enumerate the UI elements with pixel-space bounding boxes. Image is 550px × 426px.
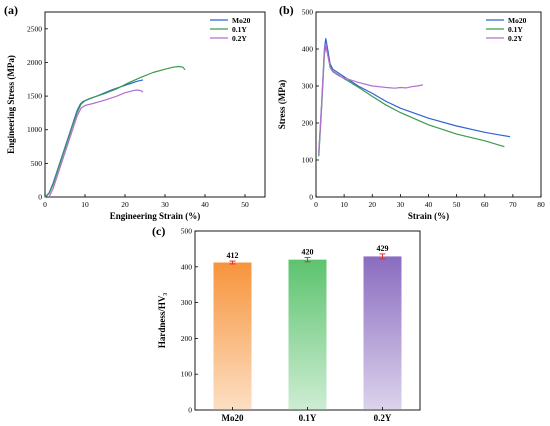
chart-a-x-tick-label: 50 [241,200,249,209]
chart-b-x-axis-title: Strain (%) [408,211,449,221]
chart-a-legend-label: 0.1Y [232,25,247,34]
chart-a-x-tick-label: 0 [43,200,47,209]
chart-c-y-tick-label: 100 [181,370,193,379]
chart-b-x-tick-label: 0 [314,200,318,209]
chart-b-x-tick-label: 60 [481,200,489,209]
chart-a-series-02y-line [48,89,144,198]
chart-a-x-tick-label: 40 [201,200,209,209]
chart-b-legend-label: Mo20 [508,16,527,25]
panel-a-tensile-engineering: (a) 0 10 20 30 40 50 0 500 1000 1500 2000 2500 Engin… [0,0,275,221]
chart-a-x-axis-title: Engineering Strain (%) [110,211,201,221]
chart-c-y-tick-label: 500 [181,227,193,236]
chart-b-y-tick-label: 200 [302,119,314,128]
chart-b-x-tick-label: 20 [369,200,377,209]
chart-a-x-tick-label: 20 [121,200,129,209]
chart-c-bar-02y [363,256,402,410]
chart-b-series-mo20-line [318,37,511,153]
chart-a-y-tick-label: 1000 [27,125,42,134]
panel-label-c: (c) [152,224,166,238]
chart-a-x-tick-label: 10 [81,200,89,209]
chart-a-y-tick-label: 500 [31,159,43,168]
chart-c-svg: 0 100 200 300 400 500 Hardness/HV₃ 412 Mo20 420 0.… [157,227,421,423]
panel-c-hardness: (c) 0 100 200 300 400 500 Hardness/HV₃ 412 Mo20 4… [130,220,430,426]
chart-b-svg: 0 10 20 30 40 50 60 70 80 0 100 200 300 400 500 Strain … [277,8,545,222]
chart-c-x-tick-label: 0.2Y [374,413,392,423]
chart-b-x-tick-label: 40 [425,200,433,209]
chart-b-y-tick-label: 400 [302,45,314,54]
chart-a-y-tick-label: 1500 [27,92,42,101]
chart-a-legend-label: Mo20 [232,16,251,25]
chart-a-series-01y-line [44,65,186,198]
chart-b-series-02y-line [318,42,424,153]
chart-c-y-tick-label: 300 [181,298,193,307]
chart-a-y-tick-label: 2000 [27,58,42,67]
panel-b-true-stress: (b) 0 10 20 30 40 50 60 70 80 0 100 200 300 400 500 Str… [275,0,550,222]
chart-b-x-tick-label: 70 [509,200,517,209]
chart-c-x-tick-label: 0.1Y [299,413,317,423]
chart-b-legend-label: 0.2Y [508,34,523,43]
chart-c-y-tick-label: 200 [181,334,193,343]
chart-b-x-tick-label: 80 [537,200,545,209]
chart-a-y-tick-label: 0 [38,193,42,202]
chart-c-y-tick-label: 0 [188,406,192,415]
chart-c-data-label: 420 [302,247,314,256]
panel-label-a: (a) [4,3,18,17]
chart-a-svg: 0 10 20 30 40 5005001000150020002500Engineeri… [6,11,266,221]
chart-b-series-01y-line [318,45,505,157]
chart-a-plot-frame [44,11,266,198]
chart-b-y-axis-title: Stress (MPa) [277,80,287,130]
chart-a-y-tick-label: 2500 [27,24,42,33]
chart-b-x-tick-label: 10 [340,200,348,209]
chart-b-y-tick-label: 100 [302,156,314,165]
chart-c-data-label: 429 [377,244,389,253]
chart-c-bar-01y [288,259,327,410]
panel-label-b: (b) [279,3,294,17]
chart-b-x-tick-label: 30 [397,200,405,209]
chart-b-y-tick-label: 0 [309,193,313,202]
chart-c-x-tick-label: Mo20 [222,413,244,423]
chart-b-legend-label: 0.1Y [508,25,523,34]
chart-c-data-label: 412 [227,251,239,260]
chart-a-legend-label: 0.2Y [232,34,247,43]
chart-c-y-axis-title: Hardness/HV₃ [157,293,167,349]
chart-b-y-tick-label: 500 [302,8,314,17]
chart-c-bar-mo20 [213,262,252,410]
chart-c-y-tick-label: 400 [181,262,193,271]
chart-b-y-tick-label: 300 [302,82,314,91]
chart-a-x-tick-label: 30 [161,200,169,209]
chart-a-y-axis-title: Engineering Stress (MPa) [6,55,16,154]
chart-b-x-tick-label: 50 [453,200,461,209]
